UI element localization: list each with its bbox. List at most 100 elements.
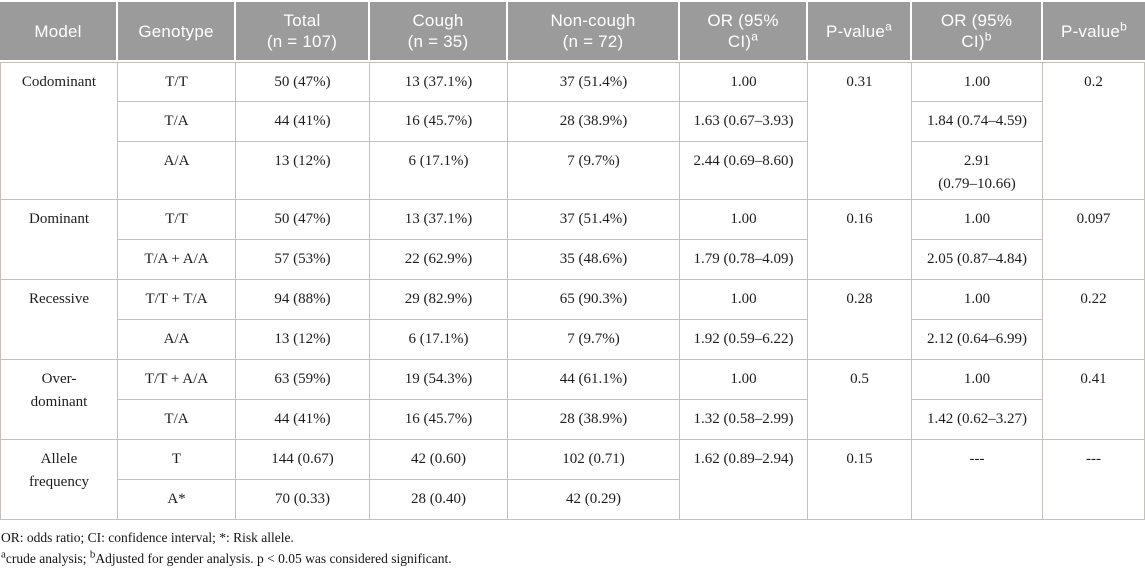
table-row: Allele frequency T 144 (0.67) 42 (0.60) 102 (… — [0, 440, 1145, 520]
cough-cell: 19 (54.3%) — [370, 360, 508, 400]
or-crude-cell: 1.00 — [680, 360, 808, 400]
column-header-cough: Cough (n = 35) — [370, 2, 508, 62]
table-row: A* 70 (0.33) 28 (0.40) 42 (0.29) — [0, 480, 1145, 520]
cough-cell: 16 (45.7%) — [370, 400, 508, 440]
or-crude-cell: 1.00 — [680, 280, 808, 320]
or-crude-cell: 1.79 (0.78–4.09) — [680, 240, 808, 280]
total-cell: 44 (41%) — [236, 400, 370, 440]
results-table: Model Genotype Total (n = 107) Cough (n = 35)… — [0, 2, 1145, 520]
table-row: T/A 44 (41%) 16 (45.7%) 28 (38.9%) 1.32 (0.5… — [0, 400, 1145, 440]
p-crude-cell: 0.28 — [808, 280, 912, 360]
total-cell: 57 (53%) — [236, 240, 370, 280]
genotype-cell: A* — [118, 480, 236, 520]
noncough-cell: 35 (48.6%) — [508, 240, 680, 280]
model-cell: Recessive — [0, 280, 118, 360]
or-adjusted-cell: 1.00 — [912, 62, 1043, 102]
or-adjusted-cell: 1.00 — [912, 200, 1043, 240]
cough-cell: 29 (82.9%) — [370, 280, 508, 320]
column-header-total: Total (n = 107) — [236, 2, 370, 62]
column-header-genotype: Genotype — [118, 2, 236, 62]
noncough-cell: 42 (0.29) — [508, 480, 680, 520]
genotype-cell: T/A + A/A — [118, 240, 236, 280]
p-crude-cell: 0.31 — [808, 62, 912, 200]
header-row: Model Genotype Total (n = 107) Cough (n = 35)… — [0, 2, 1145, 62]
footnote-line1: OR: odds ratio; CI: confidence interval;… — [1, 530, 294, 545]
total-cell: 44 (41%) — [236, 102, 370, 142]
model-cell: Dominant — [0, 200, 118, 280]
or-adjusted-cell: 2.05 (0.87–4.84) — [912, 240, 1043, 280]
cough-cell: 16 (45.7%) — [370, 102, 508, 142]
or-crude-cell: 1.92 (0.59–6.22) — [680, 320, 808, 360]
p-adjusted-cell: 0.2 — [1043, 62, 1145, 200]
genotype-cell: T/A — [118, 102, 236, 142]
cough-cell: 6 (17.1%) — [370, 142, 508, 200]
noncough-cell: 37 (51.4%) — [508, 62, 680, 102]
or-adjusted-cell: 2.12 (0.64–6.99) — [912, 320, 1043, 360]
table-row: T/A + A/A 57 (53%) 22 (62.9%) 35 (48.6%) 1.7… — [0, 240, 1145, 280]
table-row: A/A 13 (12%) 6 (17.1%) 7 (9.7%) 2.44 (0.69–8… — [0, 142, 1145, 200]
total-cell: 70 (0.33) — [236, 480, 370, 520]
p-adjusted-cell: 0.22 — [1043, 280, 1145, 360]
genotype-cell: A/A — [118, 320, 236, 360]
table-row: Recessive T/T + T/A 94 (88%) 29 (82.9%) 65 (… — [0, 280, 1145, 360]
total-cell: 13 (12%) — [236, 320, 370, 360]
table-row: T/A 44 (41%) 16 (45.7%) 28 (38.9%) 1.63 (0.6… — [0, 102, 1145, 142]
or-crude-cell: 2.44 (0.69–8.60) — [680, 142, 808, 200]
column-header-noncough: Non-cough (n = 72) — [508, 2, 680, 62]
table-row: Over-dominant T/T + A/A 63 (59%) 19 (54.3%)… — [0, 360, 1145, 440]
total-cell: 50 (47%) — [236, 200, 370, 240]
p-crude-cell: 0.15 — [808, 440, 912, 520]
model-cell: Allele frequency — [0, 440, 118, 520]
cough-cell: 6 (17.1%) — [370, 320, 508, 360]
column-header-p-crude: P-valuea — [808, 2, 912, 62]
total-cell: 94 (88%) — [236, 280, 370, 320]
cough-cell: 28 (0.40) — [370, 480, 508, 520]
column-header-p-adjusted: P-valueb — [1043, 2, 1145, 62]
genotype-cell: T — [118, 440, 236, 480]
p-adjusted-cell: 0.41 — [1043, 360, 1145, 440]
or-adjusted-cell: 2.91 (0.79–10.66) — [912, 142, 1043, 200]
p-adjusted-cell: --- — [1043, 440, 1145, 520]
genotype-cell: T/T — [118, 62, 236, 102]
noncough-cell: 37 (51.4%) — [508, 200, 680, 240]
column-header-or-adjusted: OR (95% CI)b — [912, 2, 1043, 62]
noncough-cell: 7 (9.7%) — [508, 142, 680, 200]
cough-cell: 42 (0.60) — [370, 440, 508, 480]
noncough-cell: 102 (0.71) — [508, 440, 680, 480]
or-adjusted-cell: 1.00 — [912, 280, 1043, 320]
or-crude-cell: 1.63 (0.67–3.93) — [680, 102, 808, 142]
noncough-cell: 7 (9.7%) — [508, 320, 680, 360]
p-crude-cell: 0.5 — [808, 360, 912, 440]
genotype-cell: T/T + T/A — [118, 280, 236, 320]
p-crude-cell: 0.16 — [808, 200, 912, 280]
model-cell: Over-dominant — [0, 360, 118, 440]
footnote-line2: acrude analysis; bAdjusted for gender an… — [1, 548, 452, 566]
table-body: Codominant T/T 50 (47%) 13 (37.1%) 37 (51.4%… — [0, 62, 1145, 520]
noncough-cell: 28 (38.9%) — [508, 400, 680, 440]
total-cell: 63 (59%) — [236, 360, 370, 400]
total-cell: 144 (0.67) — [236, 440, 370, 480]
genotype-cell: T/A — [118, 400, 236, 440]
table-row: A/A 13 (12%) 6 (17.1%) 7 (9.7%) 1.92 (0.59–6… — [0, 320, 1145, 360]
noncough-cell: 65 (90.3%) — [508, 280, 680, 320]
column-header-model: Model — [0, 2, 118, 62]
or-crude-cell: 1.00 — [680, 62, 808, 102]
genotype-cell: T/T — [118, 200, 236, 240]
or-adjusted-cell: --- — [912, 440, 1043, 520]
cough-cell: 22 (62.9%) — [370, 240, 508, 280]
cough-cell: 13 (37.1%) — [370, 62, 508, 102]
genotype-cell: T/T + A/A — [118, 360, 236, 400]
or-adjusted-cell: 1.84 (0.74–4.59) — [912, 102, 1043, 142]
noncough-cell: 44 (61.1%) — [508, 360, 680, 400]
footnotes: OR: odds ratio; CI: confidence interval;… — [0, 527, 1145, 569]
or-crude-cell: 1.62 (0.89–2.94) — [680, 440, 808, 520]
noncough-cell: 28 (38.9%) — [508, 102, 680, 142]
table-row: Codominant T/T 50 (47%) 13 (37.1%) 37 (51.4%… — [0, 62, 1145, 200]
model-cell: Codominant — [0, 62, 118, 200]
genotype-cell: A/A — [118, 142, 236, 200]
or-crude-cell: 1.00 — [680, 200, 808, 240]
total-cell: 13 (12%) — [236, 142, 370, 200]
table-row: Dominant T/T 50 (47%) 13 (37.1%) 37 (51.4%) 1… — [0, 200, 1145, 280]
or-adjusted-cell: 1.00 — [912, 360, 1043, 400]
